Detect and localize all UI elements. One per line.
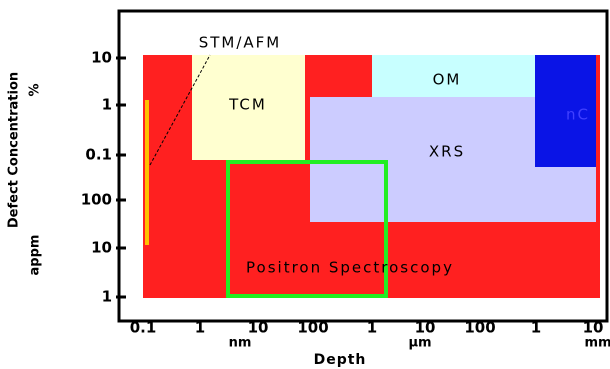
region-label: nC — [566, 106, 590, 124]
y-unit: % — [28, 83, 43, 96]
region-label: Positron Spectroscopy — [246, 259, 454, 277]
region-label: STM/AFM — [199, 34, 282, 52]
y-unit: appm — [28, 235, 43, 276]
y-tick-label: 1 — [102, 288, 112, 306]
y-tick-label: 10 — [91, 239, 112, 257]
nc-region — [535, 55, 596, 167]
x-tick-label: 0.1 — [130, 319, 157, 337]
x-tick-label: 10 — [248, 319, 269, 337]
x-tick-label: 1 — [367, 319, 377, 337]
tcm-region — [192, 55, 305, 160]
x-unit: nm — [229, 336, 252, 351]
y-tick-label: 0.1 — [85, 146, 112, 164]
y-label: Defect Concentration — [7, 72, 22, 228]
region-label: TCM — [228, 96, 267, 114]
y-tick-label: 100 — [81, 191, 112, 209]
x-tick-label: 1 — [531, 319, 541, 337]
x-tick-label: 10 — [583, 319, 604, 337]
x-tick-label: 10 — [415, 319, 436, 337]
region-label: XRS — [429, 143, 465, 161]
highlight-box — [226, 160, 388, 298]
x-tick-label: 1 — [195, 319, 205, 337]
xrs-region — [310, 97, 596, 222]
x-tick-label: 100 — [297, 319, 328, 337]
x-unit: µm — [408, 336, 431, 351]
x-label: Depth — [314, 352, 367, 368]
om-region — [372, 55, 535, 97]
y-tick-label: 1 — [102, 96, 112, 114]
stm-pointer — [149, 54, 211, 166]
x-tick-label: 100 — [464, 319, 495, 337]
x-unit: mm — [584, 336, 610, 351]
y-tick-label: 10 — [91, 49, 112, 67]
frame — [117, 9, 609, 323]
region-label: OM — [433, 71, 462, 89]
